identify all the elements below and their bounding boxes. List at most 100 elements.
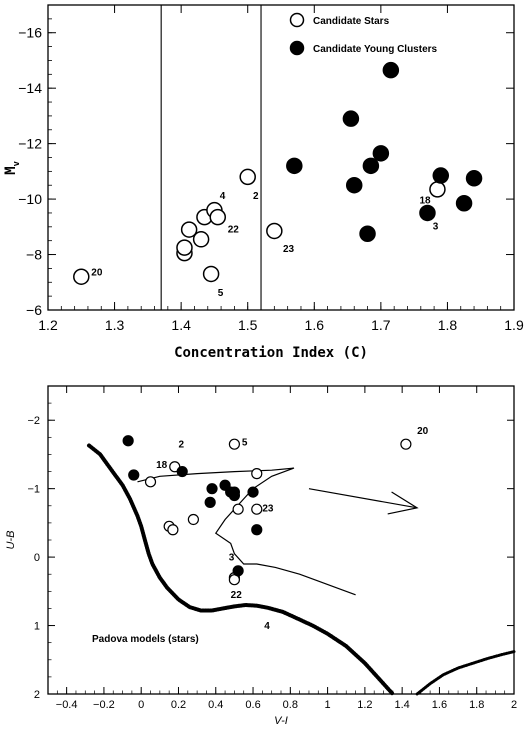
bottom-y-tick-label: −2 <box>27 415 40 427</box>
top-vertical-lines <box>160 5 262 310</box>
bottom-y-tick-label: 0 <box>34 552 40 564</box>
bottom-x-tick-label: −0.2 <box>93 699 115 711</box>
model-tracks <box>87 443 516 696</box>
top-y-tick-label: −12 <box>18 136 42 152</box>
top-y-tick-label: −6 <box>26 302 42 318</box>
concentration-magnitude-panel: 1.2 1.3 1.4 1.5 1.6 1.7 1.8 1.9 −6 −8 −10 −12 −14 −16… <box>3 4 524 361</box>
point-id-label: 20 <box>91 267 103 278</box>
candidate-star-point <box>429 181 446 198</box>
model-label: Padova models (stars) <box>92 634 199 645</box>
candidate-cluster-point <box>419 204 436 222</box>
top-y-axis-label: Mv <box>3 160 22 174</box>
point-id-label: 22 <box>231 590 243 601</box>
candidate-star-point <box>73 268 90 285</box>
filled-point <box>204 496 216 508</box>
top-plot-frame <box>47 4 515 311</box>
bottom-x-tick-label: 0.8 <box>283 699 298 711</box>
bottom-x-axis-label: V-I <box>274 715 288 727</box>
bottom-y-axis-label: U-B <box>5 531 17 550</box>
legend-label-stars: Candidate Stars <box>313 16 390 27</box>
candidate-cluster-point <box>359 225 376 242</box>
candidate-star-point <box>202 265 220 283</box>
top-x-tick-label: 1.2 <box>38 317 58 333</box>
point-id-label: 3 <box>229 553 235 564</box>
bottom-y-tick-label: 2 <box>34 689 40 701</box>
bottom-x-tick-label: 1.8 <box>469 699 484 711</box>
candidate-cluster-point <box>455 195 473 212</box>
top-y-tick-label: −16 <box>18 25 42 41</box>
filled-point <box>176 465 188 478</box>
point-id-label: 2 <box>253 191 259 202</box>
top-x-tick-label: 1.9 <box>504 317 524 333</box>
point-id-label: 3 <box>433 222 439 233</box>
candidate-star-point <box>239 168 256 186</box>
filled-point <box>251 524 263 536</box>
bottom-x-tick-label: 0 <box>138 699 144 711</box>
open-point <box>251 468 263 480</box>
point-id-label: 23 <box>262 503 274 514</box>
legend-label-clusters: Candidate Young Clusters <box>313 44 438 55</box>
legend-marker-open <box>289 12 305 28</box>
point-id-label: 18 <box>419 195 431 206</box>
svg-text:U-B: U-B <box>5 531 17 550</box>
filled-point <box>128 469 140 481</box>
top-ticks: 1.2 1.3 1.4 1.5 1.6 1.7 1.8 1.9 −6 −8 −10 −12 −14 −16 <box>18 4 524 333</box>
bottom-y-tick-label: 1 <box>34 621 40 633</box>
candidate-star-point <box>266 222 283 240</box>
candidate-cluster-point <box>432 167 450 184</box>
bottom-points <box>122 435 412 586</box>
candidate-cluster-point <box>382 61 400 79</box>
candidate-star-point <box>209 208 227 226</box>
filled-point <box>232 565 244 577</box>
top-y-tick-label: −8 <box>26 247 42 263</box>
bottom-x-tick-label: 1.4 <box>395 699 410 711</box>
legend-marker-filled <box>289 40 305 56</box>
top-x-tick-label: 1.4 <box>171 317 191 333</box>
top-x-tick-label: 1.8 <box>438 317 458 333</box>
bottom-plot-frame <box>47 385 515 695</box>
point-id-label: 20 <box>417 426 429 437</box>
candidate-cluster-point <box>342 110 360 127</box>
bottom-y-tick-label: −1 <box>27 484 40 496</box>
top-x-tick-label: 1.5 <box>238 317 258 333</box>
open-point <box>232 503 244 515</box>
candidate-star-point <box>176 239 193 256</box>
open-point <box>228 438 240 450</box>
candidate-cluster-point <box>345 176 363 194</box>
candidate-cluster-point <box>465 170 483 187</box>
open-point <box>400 438 412 450</box>
candidate-cluster-point <box>362 157 380 175</box>
bottom-ticks: −0.4 −0.2 0 0.2 0.4 0.6 0.8 1 1.2 1.4 1.6 1.8 2210−1… <box>27 385 517 711</box>
reddening-arrow <box>308 488 418 509</box>
point-id-label: 4 <box>220 191 226 202</box>
svg-text:Mv: Mv <box>3 160 22 174</box>
padova-stellar-track-red <box>415 650 516 696</box>
point-id-label: 5 <box>242 438 248 449</box>
candidate-star-point <box>192 231 210 248</box>
filled-point <box>228 489 240 502</box>
bottom-x-tick-label: 0.2 <box>171 699 186 711</box>
padova-stellar-track-core <box>88 444 394 695</box>
bottom-annotations: 2 5 18 20 23 3 22 4 <box>156 426 429 632</box>
cluster-model-track <box>137 467 356 596</box>
candidate-cluster-point <box>286 157 303 175</box>
open-point <box>251 503 263 515</box>
open-point <box>187 513 199 526</box>
point-id-label: 4 <box>264 621 270 632</box>
legend: Candidate Stars Candidate Young Clusters <box>289 12 438 56</box>
point-id-label: 5 <box>218 288 224 299</box>
bottom-x-tick-label: 1.2 <box>357 699 372 711</box>
point-id-label: 23 <box>283 244 295 255</box>
padova-stellar-track-red-core <box>416 651 515 695</box>
open-point <box>144 476 157 488</box>
filled-point <box>122 435 134 447</box>
bottom-x-tick-label: 1 <box>325 699 331 711</box>
bottom-x-tick-label: 0.4 <box>208 699 223 711</box>
point-id-label: 2 <box>178 440 184 451</box>
bottom-x-tick-label: 0.6 <box>245 699 260 711</box>
point-id-label: 22 <box>228 224 240 235</box>
bottom-x-tick-label: 1.6 <box>432 699 447 711</box>
reddening-arrow-head <box>387 491 419 515</box>
